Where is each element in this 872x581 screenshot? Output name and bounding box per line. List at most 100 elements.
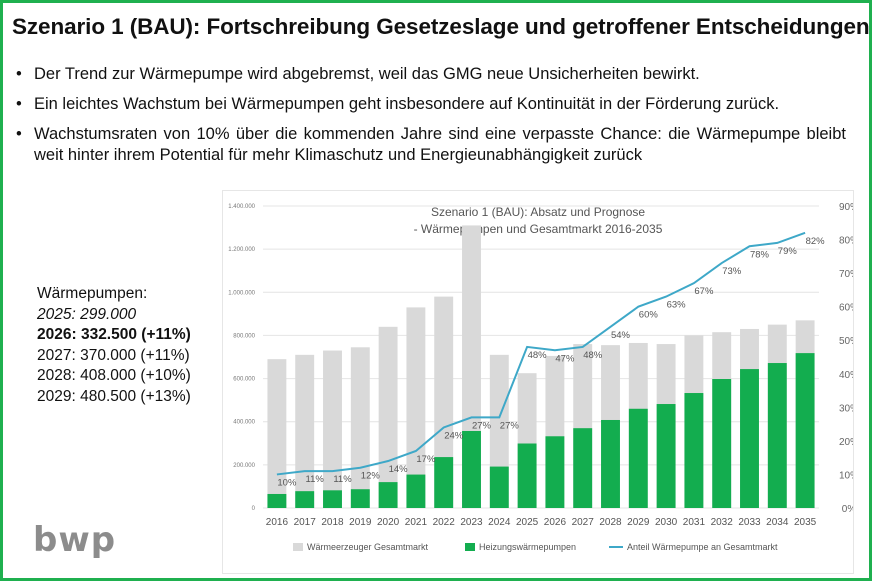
- bar-heat-pumps: [684, 393, 704, 508]
- y-tick-label: 1.000.000: [228, 290, 255, 296]
- legend-swatch-heat-pumps: [465, 543, 475, 551]
- share-data-label: 27%: [472, 420, 492, 431]
- share-data-label: 54%: [611, 330, 631, 341]
- y-tick-label: 400.000: [233, 420, 255, 426]
- summary-line: 2029: 480.500 (+13%): [37, 387, 191, 405]
- bar-total-market: [267, 359, 287, 508]
- chart-title-line1: Szenario 1 (BAU): Absatz und Prognose: [431, 205, 645, 219]
- share-data-label: 73%: [722, 266, 742, 277]
- share-data-label: 24%: [444, 430, 464, 441]
- x-tick-label: 2032: [711, 517, 734, 528]
- chart-svg: Szenario 1 (BAU): Absatz und Prognose - …: [228, 202, 859, 552]
- legend-swatch-total: [293, 543, 303, 551]
- x-tick-label: 2027: [572, 517, 595, 528]
- bar-heat-pumps: [628, 408, 648, 508]
- bar-heat-pumps: [656, 404, 676, 508]
- bar-total-market: [378, 326, 398, 508]
- bar-heat-pumps: [434, 457, 454, 508]
- bar-heat-pumps: [740, 369, 759, 508]
- summary-line: 2025: 299.000: [37, 305, 137, 323]
- bar-total-market: [295, 354, 315, 508]
- y-tick-label: 0: [252, 506, 256, 512]
- legend-label-share: Anteil Wärmepumpe an Gesamtmarkt: [627, 542, 778, 552]
- y2-tick-label: 10%: [839, 470, 853, 481]
- bar-total-market: [323, 350, 342, 508]
- share-data-label: 11%: [306, 474, 325, 485]
- x-tick-label: 2034: [766, 517, 789, 528]
- bar-total-market: [434, 296, 454, 508]
- x-tick-label: 2029: [627, 517, 650, 528]
- y2-tick-label: 70%: [839, 269, 853, 280]
- x-tick-label: 2023: [460, 517, 483, 528]
- x-tick-label: 2028: [599, 517, 622, 528]
- bar-heat-pumps: [767, 363, 787, 508]
- bar-heat-pumps: [267, 493, 287, 508]
- bar-heat-pumps: [517, 443, 537, 508]
- x-tick-label: 2021: [405, 517, 428, 528]
- bar-heat-pumps: [795, 353, 815, 508]
- y-tick-label: 600.000: [233, 377, 255, 383]
- y-tick-label: 1.400.000: [228, 204, 255, 210]
- bullet-list: • Der Trend zur Wärmepumpe wird abgebrems…: [16, 64, 846, 175]
- chart-title-line2: - Wärmepumpen und Gesamtmarkt 2016-2035: [414, 222, 663, 236]
- share-data-label: 79%: [778, 246, 798, 257]
- x-tick-label: 2030: [655, 517, 678, 528]
- y2-tick-label: 20%: [839, 437, 853, 448]
- share-data-label: 78%: [750, 249, 770, 260]
- bwp-logo: bwp: [33, 520, 117, 560]
- x-tick-label: 2017: [294, 517, 317, 528]
- bullet-icon: •: [16, 95, 22, 113]
- x-tick-label: 2019: [349, 517, 372, 528]
- bar-heat-pumps: [462, 430, 481, 508]
- share-data-label: 27%: [500, 420, 520, 431]
- bullet-item: • Ein leichtes Wachstum bei Wärmepumpen g…: [16, 95, 780, 113]
- share-data-label: 11%: [333, 474, 352, 485]
- y2-tick-label: 60%: [839, 303, 853, 314]
- legend-label-heat-pumps: Heizungswärmepumpen: [479, 542, 576, 552]
- bullet-icon: •: [16, 125, 22, 143]
- bar-total-market: [406, 307, 426, 508]
- y2-tick-label: 30%: [839, 403, 853, 414]
- bar-heat-pumps: [378, 482, 398, 508]
- x-tick-label: 2031: [683, 517, 706, 528]
- summary-line: 2028: 408.000 (+10%): [37, 367, 191, 384]
- bullet-item: • Wachstumsraten von 10% über die kommend…: [16, 125, 846, 164]
- bar-heat-pumps: [295, 491, 315, 508]
- summary-line: 2026: 332.500 (+11%): [37, 326, 191, 343]
- share-data-label: 12%: [361, 471, 381, 482]
- x-tick-label: 2024: [488, 517, 511, 528]
- share-data-label: 10%: [277, 477, 297, 488]
- bar-heat-pumps: [545, 436, 565, 508]
- chart: Szenario 1 (BAU): Absatz und Prognose - …: [222, 190, 859, 574]
- bar-heat-pumps: [489, 466, 509, 508]
- share-data-label: 67%: [694, 286, 714, 297]
- y2-tick-label: 40%: [839, 370, 853, 381]
- x-tick-label: 2035: [794, 517, 817, 528]
- x-tick-label: 2018: [321, 517, 344, 528]
- x-tick-label: 2025: [516, 517, 539, 528]
- y-tick-label: 800.000: [233, 333, 255, 339]
- y2-tick-label: 50%: [839, 336, 853, 347]
- y-tick-label: 1.200.000: [228, 247, 255, 253]
- share-data-label: 60%: [639, 310, 659, 321]
- share-line: [276, 231, 806, 476]
- x-tick-label: 2026: [544, 517, 567, 528]
- x-tick-label: 2033: [738, 517, 761, 528]
- bar-total-market: [350, 347, 370, 508]
- x-tick-label: 2022: [433, 517, 456, 528]
- share-data-label: 82%: [806, 236, 826, 247]
- bar-heat-pumps: [601, 419, 620, 508]
- bar-heat-pumps: [573, 428, 593, 508]
- y2-tick-label: 80%: [839, 236, 853, 247]
- slide-title: Szenario 1 (BAU): Fortschreibung Gesetze…: [12, 14, 870, 39]
- bar-heat-pumps: [323, 490, 342, 508]
- y2-tick-label: 90%: [839, 202, 853, 213]
- share-data-label: 47%: [555, 353, 575, 364]
- share-data-label: 17%: [416, 454, 436, 465]
- legend-label-total: Wärmeerzeuger Gesamtmarkt: [307, 542, 429, 552]
- x-tick-label: 2016: [266, 517, 289, 528]
- summary-line: 2027: 370.000 (+11%): [37, 346, 190, 364]
- summary-heading: Wärmepumpen:: [37, 285, 148, 302]
- x-tick-label: 2020: [377, 517, 400, 528]
